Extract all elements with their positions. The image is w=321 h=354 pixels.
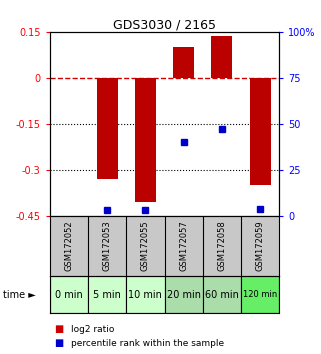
Text: GSM172057: GSM172057 [179,221,188,272]
Text: ■: ■ [55,338,64,348]
Bar [88,276,126,313]
Text: GSM172059: GSM172059 [256,221,265,272]
Bar [203,276,241,313]
Bar [50,276,88,313]
Text: GSM172058: GSM172058 [217,221,226,272]
Text: GSM172052: GSM172052 [65,221,74,272]
Bar [164,276,203,313]
Text: 10 min: 10 min [128,290,162,300]
Title: GDS3030 / 2165: GDS3030 / 2165 [113,19,216,32]
Text: time ►: time ► [3,290,36,300]
Text: percentile rank within the sample: percentile rank within the sample [71,339,224,348]
Bar [135,78,156,202]
Bar [211,36,232,78]
Text: 0 min: 0 min [55,290,83,300]
Bar [126,276,164,313]
Bar [97,78,118,179]
Text: 20 min: 20 min [167,290,201,300]
Text: GSM172055: GSM172055 [141,221,150,272]
Text: 5 min: 5 min [93,290,121,300]
Bar [241,276,279,313]
Bar [173,47,194,78]
Text: 120 min: 120 min [243,290,277,299]
Bar [250,78,271,185]
Text: ■: ■ [55,324,64,334]
Text: GSM172053: GSM172053 [103,221,112,272]
Text: 60 min: 60 min [205,290,239,300]
Text: log2 ratio: log2 ratio [71,325,114,334]
